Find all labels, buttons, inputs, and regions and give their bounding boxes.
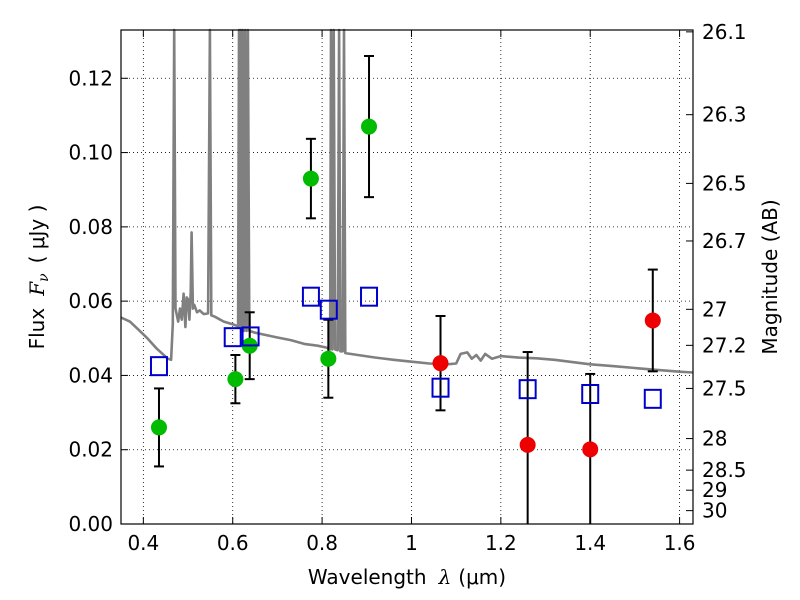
x-tick-label: 0.8 bbox=[306, 531, 338, 555]
x-axis-title: Wavelength λ (μm) bbox=[308, 565, 506, 589]
y-axis-title: FluxFν( μJy ) bbox=[25, 205, 52, 350]
mag-tick-label: 27 bbox=[702, 297, 727, 321]
model-square-point bbox=[319, 299, 338, 320]
observed-point bbox=[432, 355, 449, 372]
observed-point bbox=[361, 118, 378, 135]
x-tick-label: 0.6 bbox=[217, 531, 249, 555]
model-square-point bbox=[581, 384, 600, 404]
model-square-point bbox=[149, 356, 168, 377]
model-square-point bbox=[301, 286, 320, 307]
axis-ticks: 0.4 0.6 0.8 1 1.2 1.4 1.6 0.00 0.02 0.04 0.06 0.08 0… bbox=[68, 20, 746, 555]
mag-tick-label: 29 bbox=[702, 478, 727, 502]
observed-point bbox=[519, 436, 536, 453]
right-axis-title: Magnitude (AB) bbox=[758, 199, 782, 354]
y-tick-label: 0.02 bbox=[68, 438, 113, 462]
mag-tick-label: 26.5 bbox=[702, 171, 747, 195]
template-spectrum bbox=[120, 28, 694, 374]
mag-tick-label: 26.1 bbox=[702, 20, 747, 44]
spectrum-line bbox=[120, 28, 694, 374]
observed-point bbox=[582, 441, 599, 458]
mag-tick-label: 26.7 bbox=[702, 229, 747, 253]
y-tick-label: 0.04 bbox=[68, 363, 113, 387]
y-tick-label: 0.12 bbox=[68, 66, 113, 90]
mag-tick-label: 27.2 bbox=[702, 333, 747, 357]
data-points bbox=[149, 55, 662, 524]
model-square-point bbox=[643, 388, 662, 409]
model-square-point bbox=[223, 327, 242, 348]
model-square-point bbox=[360, 286, 379, 307]
x-tick-label: 1.2 bbox=[485, 531, 517, 555]
y-tick-label: 0.06 bbox=[68, 289, 113, 313]
mag-tick-label: 28.5 bbox=[702, 458, 747, 482]
x-tick-label: 0.4 bbox=[127, 531, 159, 555]
model-square-point bbox=[518, 379, 537, 400]
observed-point bbox=[150, 419, 167, 436]
y-tick-label: 0.00 bbox=[68, 512, 113, 536]
model-square-point bbox=[241, 326, 260, 347]
observed-point bbox=[302, 170, 319, 187]
mag-tick-label: 28 bbox=[702, 427, 727, 451]
x-tick-label: 1.4 bbox=[574, 531, 606, 555]
mag-tick-label: 27.5 bbox=[702, 376, 747, 400]
x-tick-label: 1 bbox=[405, 531, 418, 555]
plot-frame bbox=[120, 29, 694, 525]
model-square-point bbox=[431, 377, 450, 398]
observed-point bbox=[227, 371, 244, 388]
x-tick-label: 1.6 bbox=[664, 531, 696, 555]
y-tick-label: 0.10 bbox=[68, 141, 113, 165]
mag-tick-label: 30 bbox=[702, 499, 727, 523]
y-tick-label: 0.08 bbox=[68, 215, 113, 239]
observed-point bbox=[644, 312, 661, 329]
observed-point bbox=[320, 350, 337, 367]
mag-tick-label: 26.3 bbox=[702, 103, 747, 127]
